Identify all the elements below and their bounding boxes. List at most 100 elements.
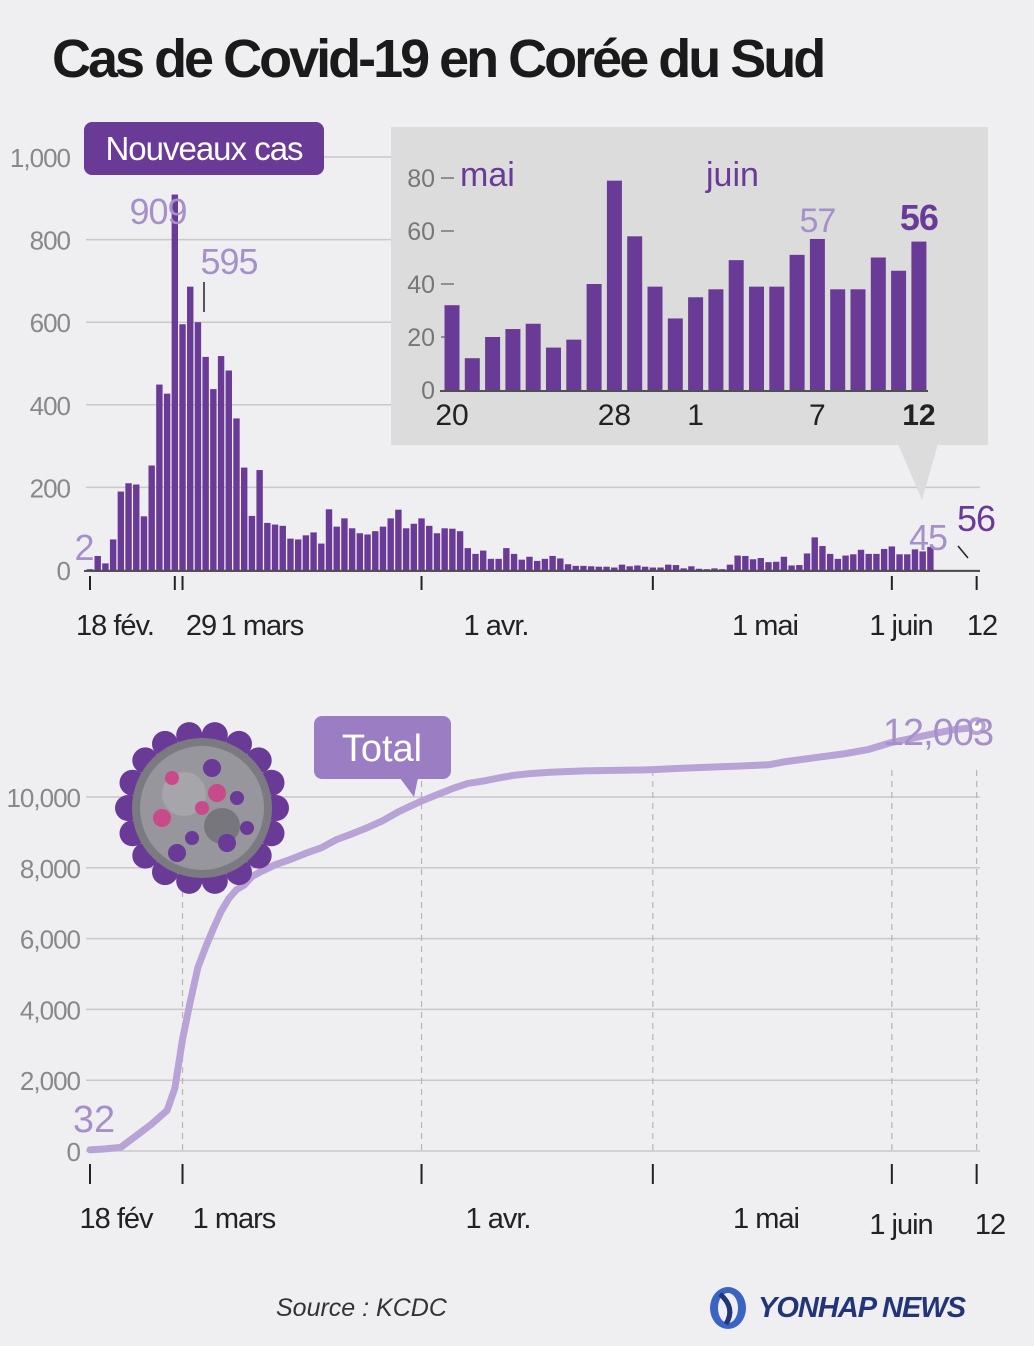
bar: [125, 483, 132, 570]
bar: [287, 538, 294, 570]
inset-bar: [911, 241, 927, 390]
bar: [148, 465, 155, 570]
x-tick-label: 12: [967, 610, 997, 642]
y-tick-label: 800: [30, 226, 71, 256]
inset-annotation: 56: [900, 197, 938, 238]
virus-dot: [218, 834, 236, 852]
bar: [734, 555, 741, 570]
bar: [611, 567, 618, 570]
bar: [518, 559, 525, 570]
bar: [842, 555, 849, 570]
bar: [510, 553, 518, 570]
bar: [742, 555, 749, 570]
inset-bars: [444, 180, 927, 390]
bar: [441, 528, 448, 570]
bar: [564, 564, 572, 570]
bar: [757, 558, 764, 570]
line-annotation: 32: [73, 1099, 115, 1141]
bar: [688, 566, 695, 570]
bar: [487, 558, 495, 570]
bar: [549, 555, 556, 570]
bar: [179, 324, 186, 570]
bar: [603, 566, 610, 570]
page-title: Cas de Covid-19 en Corée du Sud: [52, 29, 826, 89]
inset-x-tick-label: 12: [902, 399, 935, 432]
virus-dot: [153, 809, 171, 827]
virus-dot: [203, 759, 221, 777]
virus-dot: [240, 821, 254, 835]
inset-y-tick-label: 80: [407, 165, 435, 193]
bar: [880, 548, 888, 570]
x-tick-label: 1 avr.: [464, 610, 529, 642]
bar: [225, 370, 232, 570]
virus-dot: [165, 771, 179, 785]
bar: [641, 566, 649, 570]
bar: [171, 194, 179, 570]
bar: [533, 560, 541, 570]
source-credit: Source : KCDC: [276, 1294, 447, 1322]
bar: [86, 569, 94, 570]
daily-cases-title: Nouveaux cas: [105, 130, 303, 167]
daily-cases-bars: [86, 194, 934, 570]
inset-bar: [485, 337, 501, 390]
bar: [834, 558, 842, 570]
inset-month-juin: juin: [705, 156, 759, 194]
virus-dot: [185, 831, 199, 845]
x-tick-label: 12: [975, 1209, 1005, 1241]
y-tick-label: 8,000: [20, 854, 81, 884]
inset-bar: [850, 289, 866, 390]
bar: [449, 528, 456, 570]
inset-x-tick-label: 1: [687, 399, 704, 432]
bar: [788, 565, 795, 570]
bar: [680, 568, 687, 570]
bar: [495, 558, 502, 570]
bar: [217, 356, 225, 570]
y-tick-label: 10,000: [6, 783, 80, 813]
inset-bar: [464, 358, 480, 390]
x-tick-label: 1 mars: [193, 1203, 276, 1235]
inset-annotations: 57 56: [799, 197, 938, 240]
bar: [719, 569, 726, 570]
bar-annotation: 909: [129, 191, 186, 232]
inset-bar: [769, 286, 785, 390]
inset-bar: [789, 254, 805, 390]
bar-annotation: 2: [74, 527, 93, 568]
bar: [194, 322, 202, 570]
inset-y-tick-label: 60: [407, 218, 435, 246]
inset-bar: [444, 305, 460, 390]
bar: [703, 569, 710, 570]
bar: [541, 558, 549, 570]
bar: [626, 566, 633, 570]
inset-bar: [546, 347, 561, 390]
leader-line: [957, 545, 969, 559]
total-cases-line: [86, 722, 981, 1154]
bar: [348, 528, 356, 570]
total-title: Total: [342, 728, 422, 770]
bar: [271, 524, 279, 570]
y-tick-label: 4,000: [20, 995, 81, 1025]
y-tick-label: 1,000: [10, 143, 71, 173]
bar: [418, 518, 425, 570]
bar: [587, 566, 595, 570]
bar: [325, 509, 333, 570]
inset-bar: [830, 289, 846, 390]
bar: [896, 554, 903, 570]
bar: [364, 534, 371, 570]
inset-bar: [809, 238, 825, 390]
x-tick-label: 1 juin: [869, 1209, 932, 1241]
bar: [464, 548, 471, 570]
x-tick-label: 29: [186, 610, 216, 642]
bar: [248, 515, 256, 570]
bar: [187, 286, 194, 570]
total-cases-end-marker: [967, 717, 986, 736]
bar: [765, 562, 772, 570]
bar: [356, 533, 364, 570]
y-tick-label: 200: [30, 473, 71, 503]
inset-bar: [728, 260, 744, 390]
bar: [387, 518, 394, 570]
bar: [94, 555, 101, 570]
bar: [233, 418, 240, 570]
total-title-badge: Total: [314, 716, 451, 797]
